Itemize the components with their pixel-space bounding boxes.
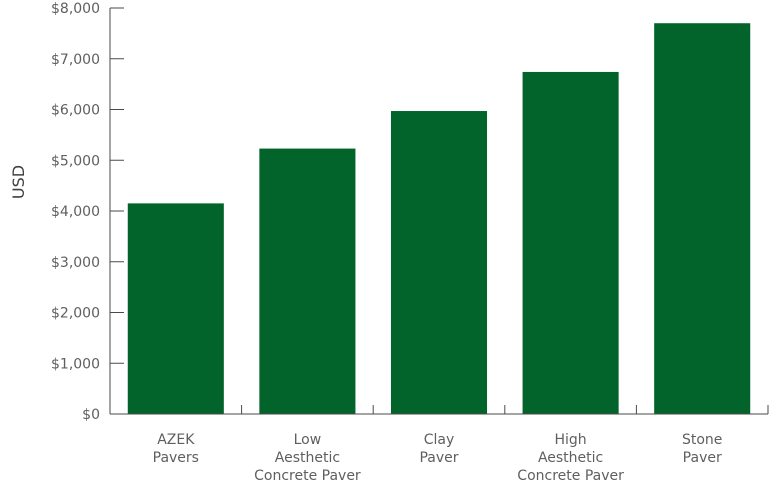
x-tick-label: Stone Paver	[682, 432, 722, 466]
y-tick-label: $5,000	[51, 153, 100, 169]
bar	[390, 111, 488, 415]
y-axis: $0 $1,000 $2,000 $3,000 $4,000 $5,000 $6,000 $7…	[51, 1, 124, 423]
y-tick-label: $7,000	[51, 52, 100, 68]
y-tick-label: $3,000	[51, 255, 100, 271]
bar	[522, 71, 619, 414]
y-tick-label: $0	[82, 407, 100, 423]
x-tick-label: Low Aesthetic Concrete Paver	[254, 432, 361, 484]
y-tick-label: $2,000	[51, 306, 100, 322]
y-tick-label: $6,000	[51, 103, 100, 119]
x-tick-label: High Aesthetic Concrete Paver	[517, 432, 624, 484]
y-tick-label: $1,000	[51, 356, 100, 372]
y-tick-label: $4,000	[51, 204, 100, 220]
y-tick-label: $8,000	[51, 1, 100, 17]
x-tick-label: Clay Paver	[419, 432, 458, 466]
bars	[127, 23, 751, 415]
x-axis: AZEK Pavers Low Aesthetic Concrete Paver Clay…	[109, 405, 769, 484]
y-axis-title: USD	[9, 165, 28, 199]
bar	[127, 203, 224, 414]
bar	[654, 23, 751, 414]
bar	[259, 148, 356, 414]
x-tick-label: AZEK Pavers	[153, 432, 199, 466]
